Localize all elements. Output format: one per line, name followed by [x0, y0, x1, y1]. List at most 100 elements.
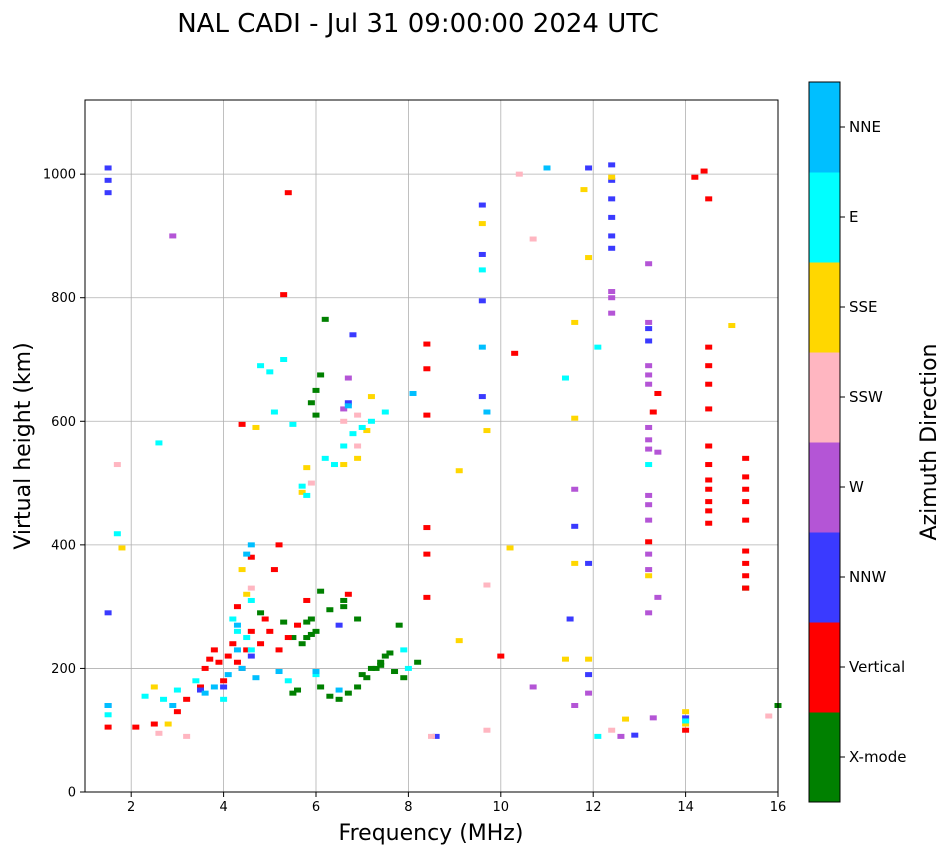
data-point — [104, 724, 112, 730]
data-point — [645, 338, 653, 344]
x-tick-label: 14 — [677, 800, 694, 815]
data-point — [284, 678, 292, 684]
data-point — [608, 289, 616, 295]
colorbar-tick-label: E — [849, 208, 858, 226]
x-tick-label: 6 — [312, 800, 320, 815]
data-point — [266, 628, 274, 634]
data-point — [335, 687, 343, 693]
data-point — [682, 727, 690, 733]
data-point — [367, 394, 375, 400]
series-vertical — [104, 168, 750, 733]
data-point — [608, 727, 616, 733]
data-point — [705, 443, 713, 449]
data-point — [150, 721, 158, 727]
data-point — [543, 165, 551, 171]
data-point — [354, 443, 362, 449]
data-point — [608, 245, 616, 251]
data-point — [340, 604, 348, 610]
data-point — [645, 567, 653, 573]
data-point — [220, 678, 228, 684]
colorbar-segment — [809, 532, 840, 623]
data-point — [298, 489, 306, 495]
data-point — [317, 684, 325, 690]
data-point — [238, 421, 246, 427]
data-point — [312, 412, 320, 418]
data-point — [645, 539, 653, 545]
data-point — [742, 499, 750, 505]
data-point — [571, 523, 579, 529]
data-point — [705, 486, 713, 492]
data-point — [478, 221, 486, 227]
data-point — [585, 656, 593, 662]
data-point — [363, 428, 371, 434]
data-point — [354, 455, 362, 461]
data-point — [645, 372, 653, 378]
data-point — [585, 690, 593, 696]
data-point — [303, 465, 311, 471]
data-point — [381, 409, 389, 415]
plot-area: 2 4 6 8 10 12 14 16 0 200 400 600 800 1000 — [43, 99, 786, 815]
data-point — [312, 387, 320, 393]
data-point — [340, 462, 348, 468]
data-point — [428, 733, 435, 739]
data-point — [649, 715, 657, 721]
data-point — [155, 730, 163, 736]
data-point — [372, 665, 380, 671]
data-point — [561, 375, 569, 381]
data-point — [478, 202, 486, 208]
data-point — [220, 684, 228, 690]
data-point — [409, 390, 417, 396]
data-point — [705, 508, 713, 514]
data-point — [483, 727, 491, 733]
data-point — [423, 594, 431, 600]
data-point — [381, 653, 389, 659]
data-point — [728, 323, 736, 329]
data-point — [391, 669, 399, 675]
x-tick-label: 4 — [219, 800, 227, 815]
data-point — [742, 474, 750, 480]
data-point — [645, 551, 653, 557]
series-e — [104, 267, 690, 739]
data-point — [344, 400, 352, 406]
data-point — [608, 174, 616, 180]
plot-frame — [84, 99, 779, 793]
data-point — [298, 483, 306, 489]
data-point — [742, 585, 750, 591]
data-point — [608, 295, 616, 301]
data-point — [280, 619, 288, 625]
data-point — [529, 236, 537, 242]
data-point — [478, 267, 486, 273]
data-point — [243, 591, 251, 597]
data-point — [104, 177, 112, 183]
data-point — [363, 675, 371, 681]
data-point — [247, 542, 255, 548]
data-point — [354, 412, 362, 418]
data-point — [257, 363, 265, 369]
data-point — [645, 261, 653, 267]
data-point — [682, 721, 690, 727]
data-point — [261, 616, 269, 622]
data-point — [645, 363, 653, 369]
data-point — [400, 675, 408, 681]
data-point — [742, 455, 750, 461]
data-point — [358, 672, 366, 678]
data-point — [257, 641, 265, 647]
series-x-mode — [257, 316, 782, 708]
data-point — [566, 616, 574, 622]
data-point — [243, 551, 251, 557]
data-point — [700, 168, 708, 174]
data-point — [280, 292, 288, 298]
data-point — [257, 610, 265, 616]
data-point — [617, 733, 625, 739]
data-point — [275, 647, 283, 653]
colorbar-segment — [809, 352, 840, 443]
data-point — [155, 440, 163, 446]
data-point — [224, 672, 232, 678]
data-point — [645, 326, 653, 332]
data-point — [705, 520, 713, 526]
colorbar: X-mode Vertical NNW W SSW SSE E NNE — [808, 81, 906, 803]
data-point — [455, 638, 463, 644]
data-point — [132, 724, 140, 730]
y-axis-ticks: 0 200 400 600 800 1000 — [43, 168, 85, 801]
data-point — [400, 647, 408, 653]
